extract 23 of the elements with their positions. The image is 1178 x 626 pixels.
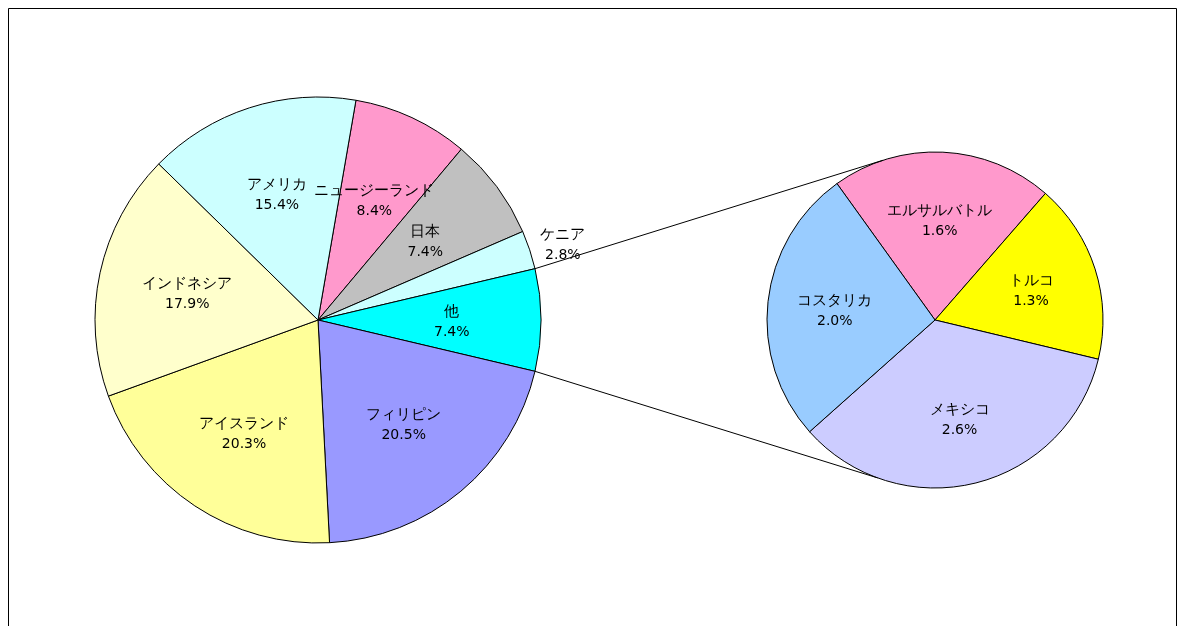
slice-label: コスタリカ	[797, 290, 873, 309]
data-label: 2.6%	[941, 420, 978, 437]
slice-label: アイスランド	[199, 413, 290, 432]
data-label: 15.4%	[254, 195, 300, 212]
data-label: 1.6%	[921, 222, 958, 239]
data-label: 20.5%	[381, 425, 426, 442]
data-label: 1.3%	[1013, 292, 1049, 309]
data-label: 17.9%	[164, 294, 210, 311]
data-label: 2.0%	[817, 311, 853, 328]
slice-label: 他	[444, 302, 460, 320]
slice-label: メキシコ	[929, 399, 990, 418]
slice-label: トルコ	[1008, 271, 1054, 290]
slice-label: インドネシア	[142, 273, 233, 292]
data-label: 7.4%	[407, 243, 444, 260]
slice-label: フィリピン	[366, 404, 442, 423]
data-label: 8.4%	[356, 201, 393, 218]
slice-label: エルサルバトル	[887, 201, 993, 220]
slice-label: ケニア	[540, 224, 586, 243]
slice-label: アメリカ	[246, 174, 307, 193]
data-label: 20.3%	[221, 434, 267, 451]
data-label: 2.8%	[545, 245, 581, 262]
data-label: 7.4%	[434, 323, 470, 339]
slice-label: 日本	[410, 222, 441, 241]
